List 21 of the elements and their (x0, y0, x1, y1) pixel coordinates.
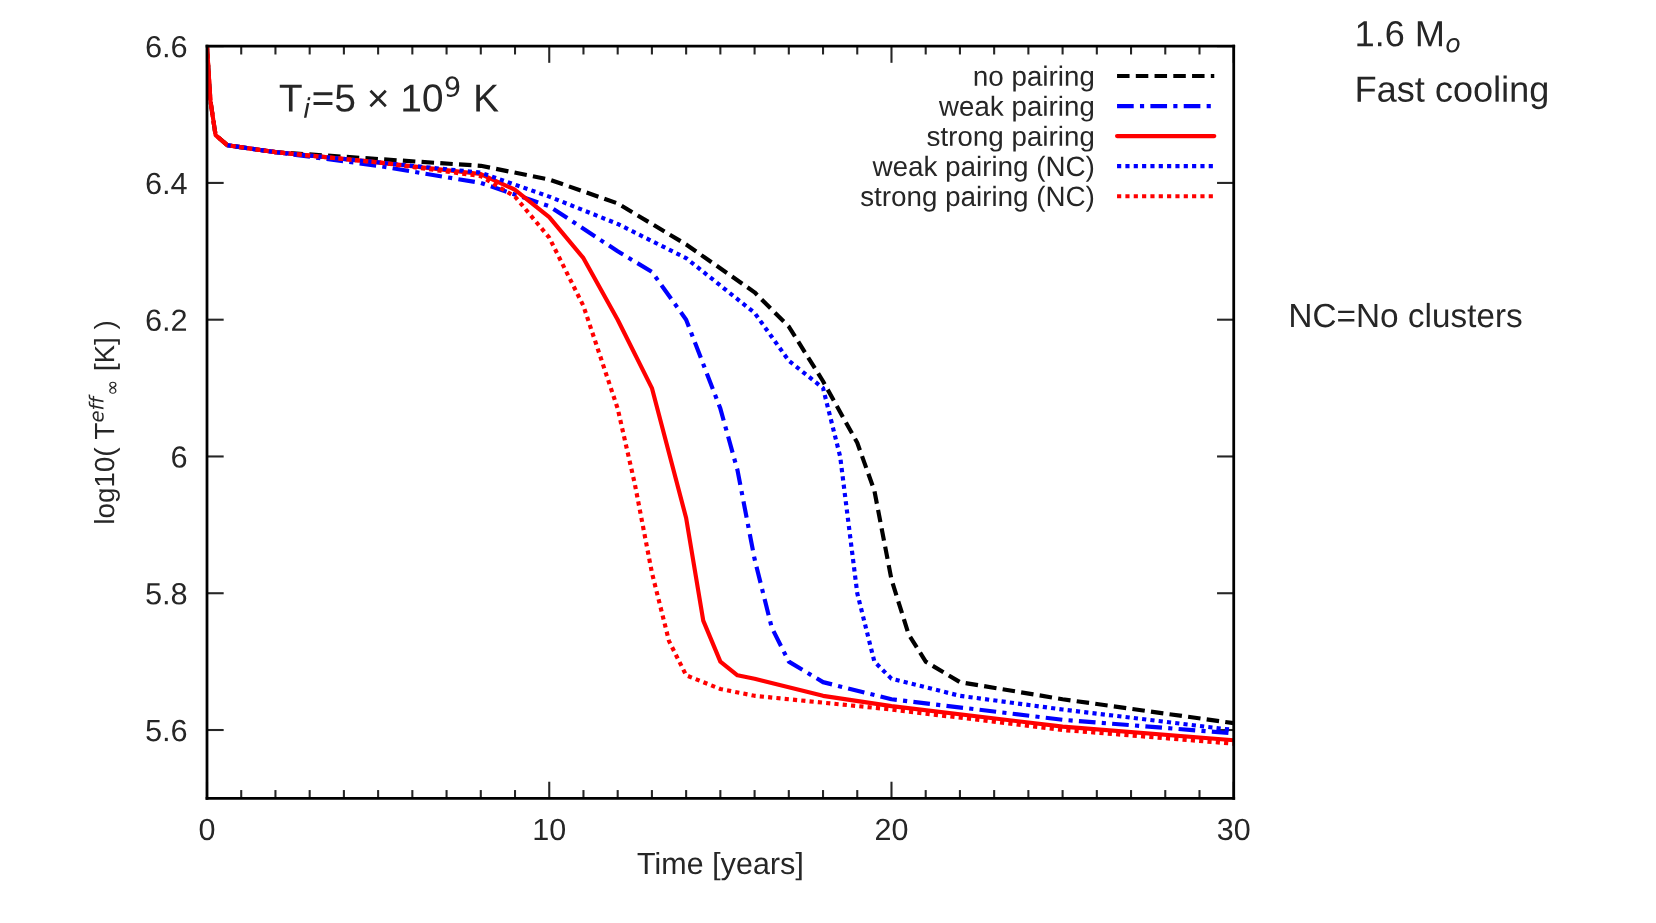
y-tick-label: 5.8 (146, 582, 187, 605)
text: 1.6 M$_{o}$ (1357, 20, 1460, 53)
legend-label: strong pairing (NC) (860, 185, 1094, 212)
x-tick-label: 0 (199, 818, 215, 841)
y-tick-label: 6.6 (146, 35, 187, 58)
x-tick-label: 10 (534, 818, 566, 841)
y-tick-label: 6 (172, 446, 187, 468)
y-tick-label: 6.4 (146, 172, 187, 195)
legend-label: strong pairing (927, 125, 1094, 152)
annotation: T$_{i}$=5 × 10$^{9}$ K (279, 76, 499, 118)
legend-label: weak pairing (NC) (872, 155, 1094, 182)
x-tick-label: 20 (876, 818, 908, 841)
x-tick-label: 30 (1217, 818, 1250, 841)
text: NC=No clusters (1291, 302, 1522, 328)
legend-label: weak pairing (938, 95, 1094, 122)
legend-label: no pairing (974, 65, 1094, 92)
y-tick-label: 5.6 (146, 719, 187, 742)
y-axis-title: log10( T$^{eff}$$_{∞}$ [K] ) (88, 321, 120, 523)
text: Fast cooling (1357, 75, 1547, 110)
y-tick-label: 6.2 (146, 309, 187, 332)
x-axis-title: Time [years] (637, 851, 802, 881)
